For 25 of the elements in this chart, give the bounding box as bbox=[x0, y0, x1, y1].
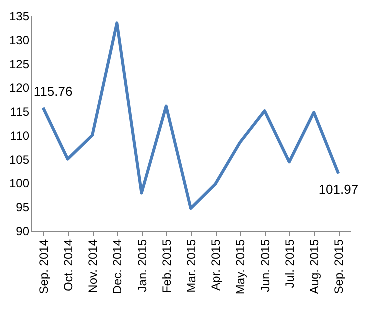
y-tick-label: 95 bbox=[16, 200, 30, 215]
x-tick-label: Feb. 2015 bbox=[160, 239, 174, 294]
x-tick-label: May. 2015 bbox=[234, 239, 248, 295]
data-label: 115.76 bbox=[34, 84, 73, 99]
y-tick-label: 130 bbox=[9, 33, 30, 48]
x-tick-label: Mar. 2015 bbox=[184, 239, 198, 293]
y-tick-label: 115 bbox=[10, 105, 30, 120]
x-tick-label: Aug. 2015 bbox=[308, 239, 322, 294]
x-tick-label: Sep. 2014 bbox=[36, 239, 51, 294]
y-tick-label: 135 bbox=[9, 10, 30, 24]
x-tick-label: Jan. 2015 bbox=[135, 239, 150, 292]
x-tick-label: Apr. 2015 bbox=[209, 239, 224, 291]
y-tick-label: 120 bbox=[9, 81, 30, 96]
y-tick-label: 125 bbox=[9, 57, 30, 72]
y-tick-label: 90 bbox=[16, 224, 30, 238]
y-tick-label: 110 bbox=[10, 128, 30, 143]
x-tick-label: Jun. 2015 bbox=[258, 239, 272, 292]
x-tick-label: Nov. 2014 bbox=[86, 239, 100, 294]
x-tick-label: Sep. 2015 bbox=[332, 239, 346, 294]
x-tick-label: Dec. 2014 bbox=[110, 239, 125, 294]
data-label: 101.97 bbox=[318, 182, 359, 197]
x-tick-label: Jul. 2015 bbox=[282, 239, 297, 288]
y-tick-label: 105 bbox=[9, 152, 30, 167]
x-tick-label: Oct. 2014 bbox=[61, 239, 76, 292]
y-tick-label: 100 bbox=[9, 176, 30, 191]
